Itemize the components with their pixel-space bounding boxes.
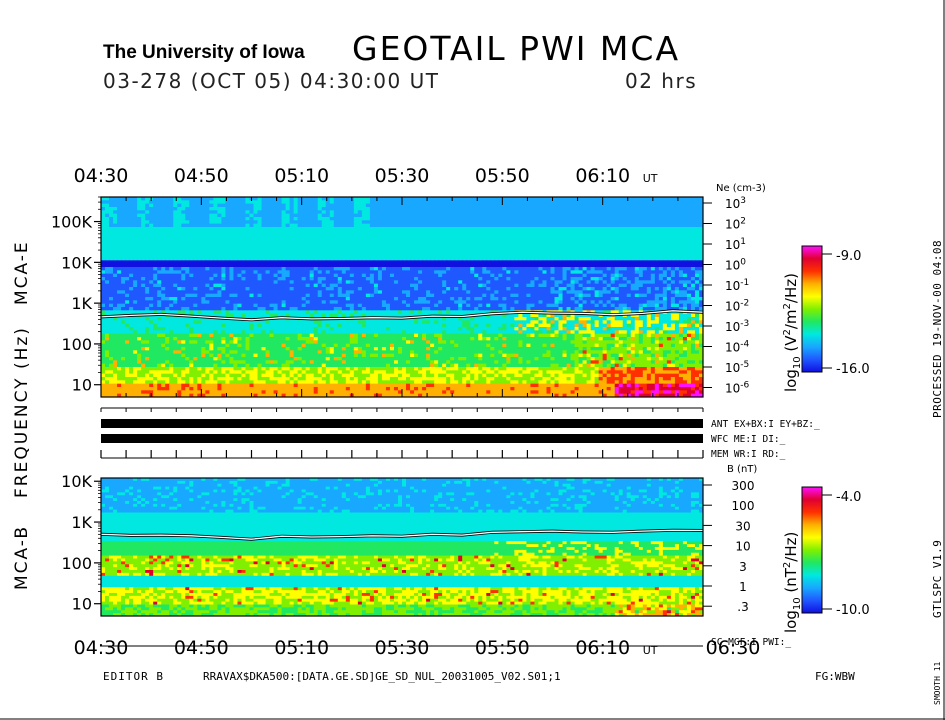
mca-e-tick-label: 1K [71,294,92,313]
top-time-label: 05:10 [274,165,329,187]
top-ut-label: UT [643,172,658,185]
mca-e-tick-label: 10K [61,253,92,272]
b-axis-label: B (nT) [727,464,757,475]
ne-tick-label: 101 [725,237,746,252]
mca-e-heatmap [101,197,703,397]
mca-e-colorbar-label: log10 (V2/m2/Hz) [782,273,803,392]
b-tick-label: 100 [732,499,755,513]
mca-e-tick-label: 100K [51,213,93,232]
institution-label: The University of Iowa [103,42,305,63]
ne-tick-label: 100 [725,258,746,273]
bottom-time-label: 05:50 [475,637,530,659]
mca-e-y-axis: 100K 10K 1K 100 10 [51,196,101,395]
status-block: ANT EX+BX:I EY+BZ:_ WFC ME:I DI:_ MEM WR… [100,197,820,616]
mca-b-y-axis: 10K 1K 100 10 [61,472,101,614]
data-path: RRAVAX$DKA500:[DATA.GE.SD]GE_SD_NUL_2003… [203,670,561,683]
b-tick-label: 300 [732,479,755,493]
ne-tick-label: 10-3 [725,319,749,334]
mca-b-heatmap [101,478,703,616]
b-tick-label: 1 [739,580,747,594]
top-time-label: 05:30 [375,165,430,187]
ne-tick-label: 10-5 [725,360,749,375]
date-line: 03-278 (OCT 05) 04:30:00 UT [103,69,439,93]
b-field-axis: B (nT) 300 100 30 10 3 1 .3 [703,464,757,614]
bottom-time-label: 05:30 [375,637,430,659]
mca-b-tick-label: 100 [61,554,92,573]
mca-b-panel-label: MCA-B [12,525,32,590]
mca-b-colorbar-max: -4.0 [836,490,861,505]
ant-status-bar [101,419,703,428]
mca-b-colorbar: -4.0 -10.0 log10 (nT2/Hz) [782,486,870,633]
mca-b-colorbar-bar [801,486,823,614]
top-time-label: 05:50 [475,165,530,187]
mca-e-tick-label: 100 [61,335,92,354]
mca-b-colorbar-label: log10 (nT2/Hz) [782,532,803,633]
b-tick-label: 30 [735,519,750,533]
top-time-label: 06:10 [575,165,630,187]
ne-axis: Ne (cm-3) 103 102 101 100 10-1 10-2 10-3 10-4 10-… [703,183,766,396]
bottom-end-time-label: 06:30 [706,637,761,659]
mca-b-tick-label: 1K [71,513,92,532]
mca-e-tick-label: 10 [72,376,92,395]
editor-label: EDITOR B [103,670,164,683]
version-label: GTLSPC V1.9 [931,540,944,618]
bottom-time-label: 04:30 [74,637,129,659]
ne-tick-label: 103 [725,196,746,211]
bottom-time-label: 06:10 [575,637,630,659]
bottom-time-label: 05:10 [274,637,329,659]
b-tick-label: 3 [739,560,747,574]
mca-e-colorbar: -9.0 -16.0 log10 (V2/m2/Hz) [782,245,870,392]
mca-e-colorbar-min: -16.0 [836,362,870,377]
mca-e-colorbar-bar [801,245,823,373]
mca-b-panel: MCA-B 10K 1K 100 10 B (nT) 300 100 30 10 3 1 .3 -4… [12,464,870,633]
mca-e-trace [101,310,703,321]
mca-b-tick-label: 10K [61,472,92,491]
mca-e-panel-label: MCA-E [12,240,32,305]
bottom-time-axis: 04:30 04:50 05:10 05:30 05:50 06:10 UT 06:30 [74,637,761,659]
smooth-label: SMOOTH 11 [933,661,942,705]
b-tick-label: 10 [735,540,750,554]
figure-title: GEOTAIL PWI MCA [352,29,680,68]
mca-b-tick-label: 10 [72,595,92,614]
fg-flag: FG:WBW [815,670,855,683]
mem-status-text: MEM WR:I RD:_ [711,449,786,460]
mca-e-colorbar-max: -9.0 [836,249,861,264]
ne-tick-label: 10-1 [725,278,749,293]
top-time-label: 04:30 [74,165,129,187]
mca-b-colorbar-min: -10.0 [836,603,870,618]
wfc-status-bar [101,434,703,443]
b-tick-label: .3 [737,600,748,614]
processed-label: PROCESSED 19-NOV-00 04:08 [931,240,944,418]
mca-b-trace [101,529,703,540]
frequency-axis-label: FREQUENCY (Hz) [12,326,32,498]
ne-tick-label: 10-4 [725,340,750,355]
wfc-status-text: WFC ME:I DI:_ [711,434,786,445]
sc-status-text: SC MGF:I PWI:_ [711,637,791,648]
bottom-time-label: 04:50 [174,637,229,659]
duration-label: 02 hrs [625,69,697,93]
ne-axis-label: Ne (cm-3) [716,183,766,194]
ant-status-text: ANT EX+BX:I EY+BZ:_ [711,419,820,430]
mca-e-panel: MCA-E 100K 10K 1K 100 10 Ne (cm-3) 103 102 101 1… [12,183,870,398]
ne-tick-label: 102 [725,217,746,232]
top-time-label: 04:50 [174,165,229,187]
ne-tick-label: 10-6 [725,381,750,396]
bottom-ut-label: UT [643,644,658,657]
ne-tick-label: 10-2 [725,299,749,314]
top-time-axis: 04:30 04:50 05:10 05:30 05:50 06:10 UT [74,165,658,187]
